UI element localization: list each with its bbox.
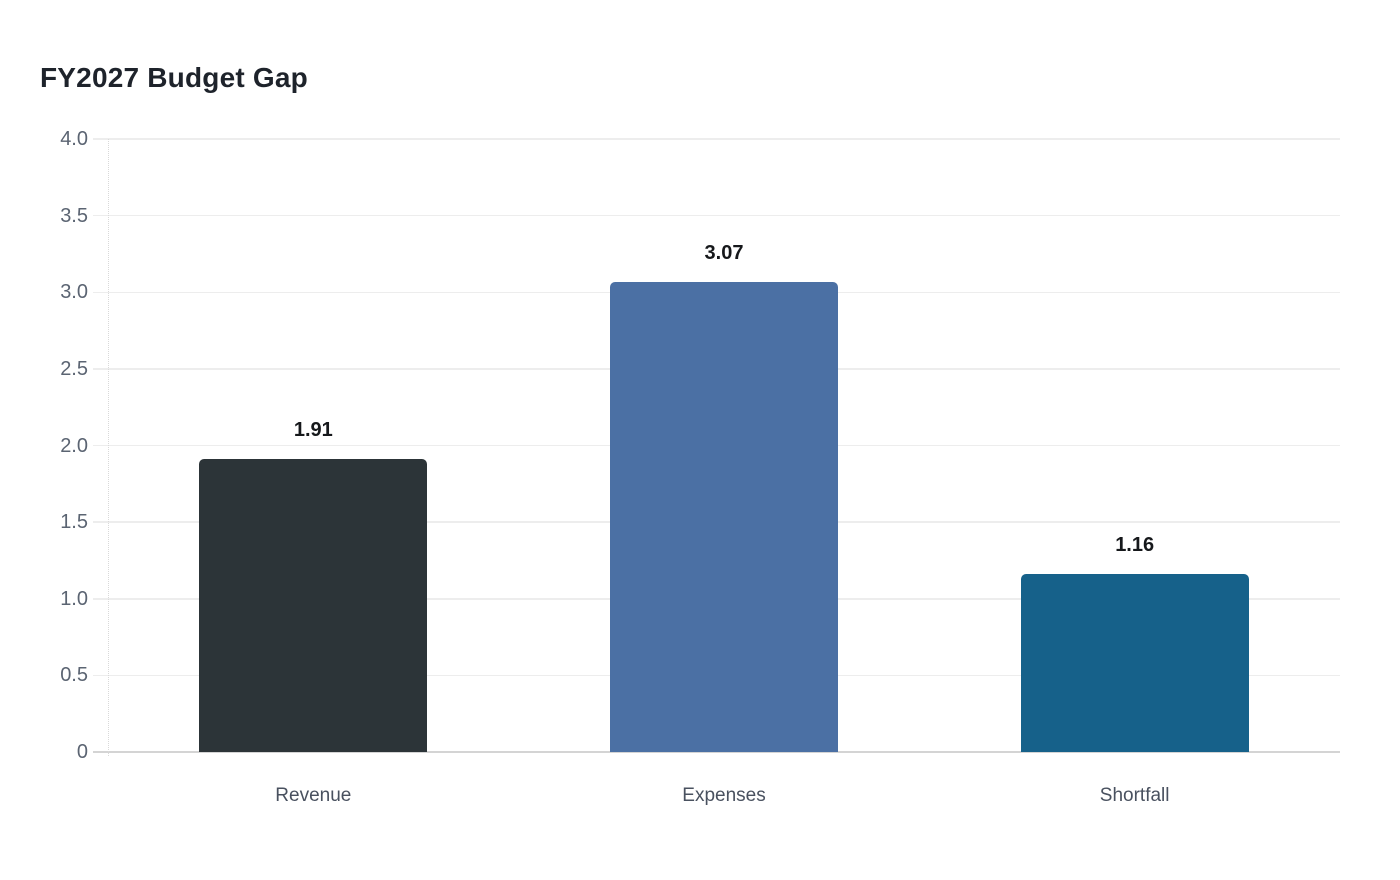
y-axis-tick-label: 0.5	[60, 664, 88, 687]
x-axis-label-expenses: Expenses	[682, 785, 766, 806]
y-axis-tick-label: 3.0	[60, 281, 88, 304]
y-gridline	[93, 214, 1340, 217]
bar-revenue	[199, 459, 428, 752]
y-axis-tick-label: 2.0	[60, 434, 88, 457]
y-axis-tick-label: 3.5	[60, 204, 88, 227]
y-gridline	[93, 138, 1340, 140]
bar-value-label-expenses: 3.07	[704, 241, 744, 264]
chart-title: FY2027 Budget Gap	[40, 62, 308, 93]
x-axis-label-shortfall: Shortfall	[1099, 785, 1170, 806]
x-axis-label-revenue: Revenue	[275, 785, 352, 806]
y-axis-tick-label: 1.0	[60, 587, 88, 610]
bar-expenses	[610, 281, 838, 752]
y-axis-tick-label: 1.5	[60, 511, 88, 534]
y-axis-tick-label: 2.5	[60, 357, 88, 380]
bar-value-label-revenue: 1.91	[293, 419, 333, 442]
y-axis-tick-label: 0	[76, 741, 88, 763]
y-axis-tick-label: 4.0	[60, 128, 88, 150]
bar-shortfall	[1020, 574, 1249, 752]
y-gridline	[93, 751, 1340, 753]
bar-value-label-shortfall: 1.16	[1115, 534, 1155, 557]
y-axis-line	[108, 139, 109, 756]
